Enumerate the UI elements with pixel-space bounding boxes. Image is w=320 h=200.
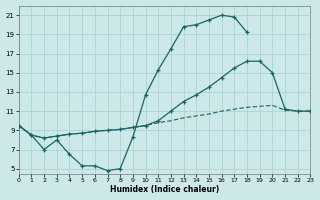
X-axis label: Humidex (Indice chaleur): Humidex (Indice chaleur): [110, 185, 219, 194]
